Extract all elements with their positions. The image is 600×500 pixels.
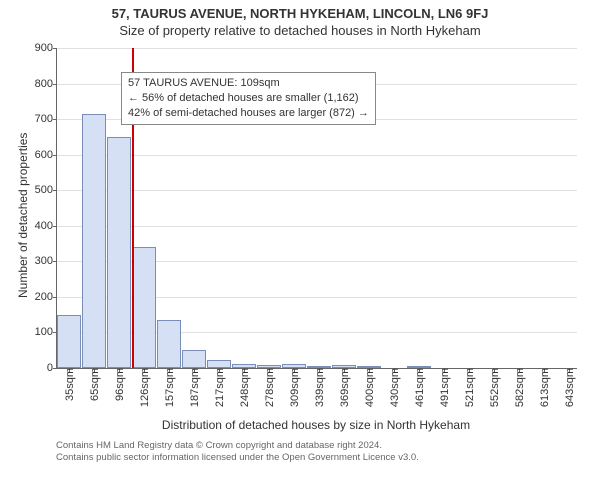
gridline	[57, 155, 577, 156]
y-tick-label: 700	[35, 113, 57, 125]
footer-line-2: Contains public sector information licen…	[56, 452, 600, 464]
x-tick-label: 552sqm	[487, 368, 501, 407]
x-tick-label: 126sqm	[137, 368, 151, 407]
y-axis-title: Number of detached properties	[16, 133, 30, 298]
histogram-bar	[157, 320, 181, 368]
gridline	[57, 226, 577, 227]
histogram-bar	[207, 360, 231, 368]
y-tick-label: 0	[47, 362, 57, 374]
histogram-bar	[82, 114, 106, 368]
gridline	[57, 190, 577, 191]
x-tick-label: 96sqm	[112, 368, 126, 401]
x-tick-label: 582sqm	[512, 368, 526, 407]
attribution-footer: Contains HM Land Registry data © Crown c…	[0, 438, 600, 465]
x-tick-label: 339sqm	[312, 368, 326, 407]
plot-area: 010020030040050060070080090035sqm65sqm96…	[56, 48, 577, 369]
y-tick-label: 300	[35, 255, 57, 267]
x-tick-label: 248sqm	[237, 368, 251, 407]
x-tick-label: 491sqm	[437, 368, 451, 407]
x-axis-title: Distribution of detached houses by size …	[56, 418, 576, 432]
x-tick-label: 187sqm	[187, 368, 201, 407]
y-tick-label: 200	[35, 291, 57, 303]
histogram-bar	[182, 350, 206, 368]
y-tick-label: 800	[35, 78, 57, 90]
x-tick-label: 643sqm	[562, 368, 576, 407]
y-tick-label: 600	[35, 149, 57, 161]
x-tick-label: 157sqm	[162, 368, 176, 407]
y-tick-label: 900	[35, 42, 57, 54]
x-tick-label: 65sqm	[87, 368, 101, 401]
x-tick-label: 521sqm	[462, 368, 476, 407]
footer-line-1: Contains HM Land Registry data © Crown c…	[56, 440, 600, 452]
x-tick-label: 461sqm	[412, 368, 426, 407]
gridline	[57, 48, 577, 49]
y-tick-label: 400	[35, 220, 57, 232]
marker-annotation-box: 57 TAURUS AVENUE: 109sqm ← 56% of detach…	[121, 72, 376, 125]
annotation-line-3: 42% of semi-detached houses are larger (…	[128, 106, 369, 121]
x-tick-label: 430sqm	[387, 368, 401, 407]
y-tick-label: 500	[35, 184, 57, 196]
histogram-bar	[57, 315, 81, 368]
annotation-line-2: ← 56% of detached houses are smaller (1,…	[128, 91, 369, 106]
x-tick-label: 400sqm	[362, 368, 376, 407]
page-title-subtitle: Size of property relative to detached ho…	[0, 23, 600, 38]
x-tick-label: 613sqm	[537, 368, 551, 407]
x-tick-label: 35sqm	[62, 368, 76, 401]
annotation-line-1: 57 TAURUS AVENUE: 109sqm	[128, 76, 369, 91]
x-tick-label: 217sqm	[212, 368, 226, 407]
x-tick-label: 309sqm	[287, 368, 301, 407]
x-tick-label: 369sqm	[337, 368, 351, 407]
y-tick-label: 100	[35, 326, 57, 338]
page-title-address: 57, TAURUS AVENUE, NORTH HYKEHAM, LINCOL…	[0, 6, 600, 21]
histogram-chart: Number of detached properties 0100200300…	[0, 38, 600, 438]
histogram-bar	[132, 247, 156, 368]
x-tick-label: 278sqm	[262, 368, 276, 407]
histogram-bar	[107, 137, 131, 368]
